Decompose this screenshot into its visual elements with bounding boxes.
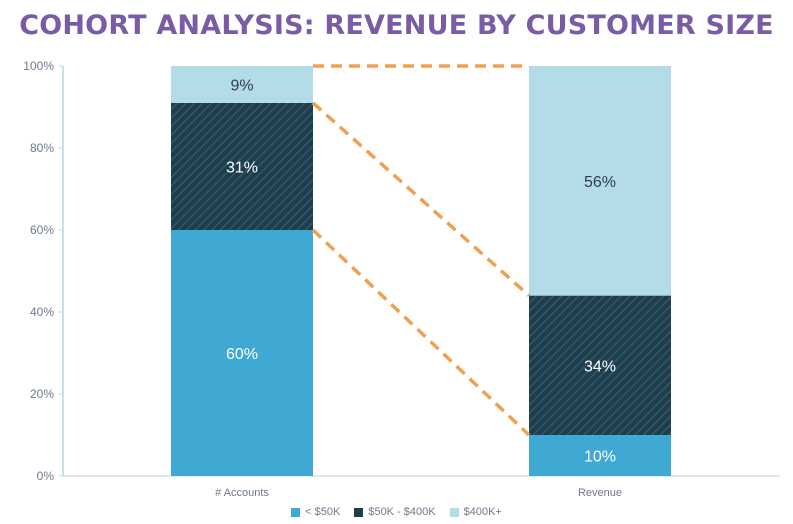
legend-swatch	[449, 507, 459, 517]
data-label: 34%	[584, 358, 616, 375]
y-tick-label: 80%	[30, 141, 54, 155]
y-tick-label: 100%	[23, 59, 54, 73]
legend-item: $50K - $400K	[354, 506, 436, 518]
y-tick-label: 40%	[30, 305, 54, 319]
legend-swatch	[354, 507, 364, 517]
legend: < $50K $50K - $400K $400K+	[0, 506, 793, 518]
legend-swatch	[291, 507, 301, 517]
bar-segment	[171, 230, 313, 476]
y-tick-label: 0%	[37, 469, 55, 483]
bar-segment	[171, 102, 313, 230]
legend-label: $50K - $400K	[368, 506, 436, 518]
legend-item: < $50K	[291, 506, 340, 518]
bar-segment	[529, 295, 671, 435]
x-tick-label: # Accounts	[215, 487, 269, 499]
bar-segment	[171, 66, 313, 103]
legend-label: < $50K	[305, 506, 341, 518]
data-label: 60%	[226, 346, 258, 363]
data-label: 56%	[584, 174, 616, 191]
data-label: 31%	[226, 159, 258, 176]
y-tick-label: 20%	[30, 387, 54, 401]
connector-line	[311, 228, 531, 437]
bar-segment	[529, 435, 671, 476]
legend-item: $400K+	[449, 506, 502, 518]
connector-line	[311, 101, 531, 297]
data-label: 10%	[584, 449, 616, 466]
chart-title: COHORT ANALYSIS: REVENUE BY CUSTOMER SIZ…	[19, 10, 774, 41]
x-tick-label: Revenue	[578, 487, 622, 499]
legend-label: $400K+	[463, 506, 502, 518]
data-label: 9%	[230, 77, 253, 94]
bar-segment	[529, 66, 671, 296]
y-tick-label: 60%	[30, 223, 54, 237]
